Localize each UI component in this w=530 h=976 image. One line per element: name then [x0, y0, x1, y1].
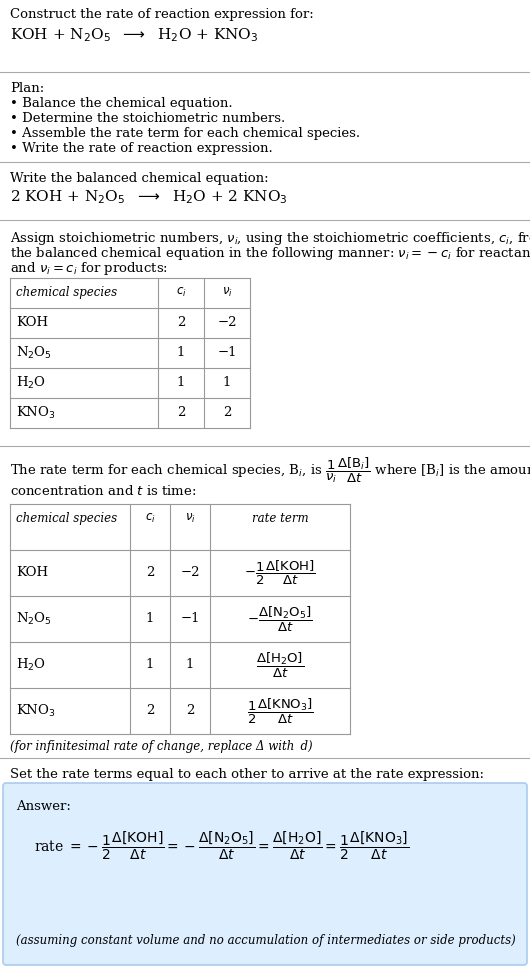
Text: 2: 2 [177, 406, 185, 420]
Text: (for infinitesimal rate of change, replace Δ with  d): (for infinitesimal rate of change, repla… [10, 740, 313, 753]
Text: H$_2$O: H$_2$O [16, 375, 46, 391]
Text: 1: 1 [223, 377, 231, 389]
Text: The rate term for each chemical species, B$_i$, is $\dfrac{1}{\nu_i}\dfrac{\Delt: The rate term for each chemical species,… [10, 456, 530, 485]
Text: 1: 1 [146, 659, 154, 671]
Text: −1: −1 [180, 613, 200, 626]
Text: • Write the rate of reaction expression.: • Write the rate of reaction expression. [10, 142, 273, 155]
Text: KOH + N$_2$O$_5$  $\longrightarrow$  H$_2$O + KNO$_3$: KOH + N$_2$O$_5$ $\longrightarrow$ H$_2$… [10, 26, 259, 44]
Text: concentration and $t$ is time:: concentration and $t$ is time: [10, 484, 197, 498]
Text: 1: 1 [146, 613, 154, 626]
Text: KOH: KOH [16, 566, 48, 580]
Text: 2 KOH + N$_2$O$_5$  $\longrightarrow$  H$_2$O + 2 KNO$_3$: 2 KOH + N$_2$O$_5$ $\longrightarrow$ H$_… [10, 188, 288, 206]
Text: H$_2$O: H$_2$O [16, 657, 46, 673]
Text: KNO$_3$: KNO$_3$ [16, 703, 56, 719]
Text: −2: −2 [180, 566, 200, 580]
Text: and $\nu_i = c_i$ for products:: and $\nu_i = c_i$ for products: [10, 260, 168, 277]
Text: chemical species: chemical species [16, 512, 117, 525]
Text: Answer:: Answer: [16, 800, 71, 813]
Text: $\dfrac{\Delta[\mathrm{H_2O}]}{\Delta t}$: $\dfrac{\Delta[\mathrm{H_2O}]}{\Delta t}… [256, 650, 304, 679]
Text: chemical species: chemical species [16, 286, 117, 299]
Text: the balanced chemical equation in the following manner: $\nu_i = -c_i$ for react: the balanced chemical equation in the fo… [10, 245, 530, 262]
Text: rate $= -\dfrac{1}{2}\dfrac{\Delta[\mathrm{KOH}]}{\Delta t} = -\dfrac{\Delta[\ma: rate $= -\dfrac{1}{2}\dfrac{\Delta[\math… [34, 830, 409, 862]
Text: N$_2$O$_5$: N$_2$O$_5$ [16, 611, 52, 627]
Text: $\nu_i$: $\nu_i$ [222, 286, 233, 299]
FancyBboxPatch shape [3, 783, 527, 965]
Text: $-\dfrac{1}{2}\dfrac{\Delta[\mathrm{KOH}]}{\Delta t}$: $-\dfrac{1}{2}\dfrac{\Delta[\mathrm{KOH}… [244, 559, 316, 587]
Text: Plan:: Plan: [10, 82, 44, 95]
Text: KOH: KOH [16, 316, 48, 330]
Text: N$_2$O$_5$: N$_2$O$_5$ [16, 345, 52, 361]
Text: • Assemble the rate term for each chemical species.: • Assemble the rate term for each chemic… [10, 127, 360, 140]
Text: $\dfrac{1}{2}\dfrac{\Delta[\mathrm{KNO_3}]}{\Delta t}$: $\dfrac{1}{2}\dfrac{\Delta[\mathrm{KNO_3… [246, 697, 313, 725]
Text: 1: 1 [177, 346, 185, 359]
Text: 2: 2 [146, 566, 154, 580]
Text: rate term: rate term [252, 512, 308, 525]
Text: • Determine the stoichiometric numbers.: • Determine the stoichiometric numbers. [10, 112, 285, 125]
Text: (assuming constant volume and no accumulation of intermediates or side products): (assuming constant volume and no accumul… [16, 934, 516, 947]
Text: $\nu_i$: $\nu_i$ [184, 512, 196, 525]
Text: Write the balanced chemical equation:: Write the balanced chemical equation: [10, 172, 269, 185]
Text: 1: 1 [177, 377, 185, 389]
Text: −1: −1 [217, 346, 237, 359]
Text: Construct the rate of reaction expression for:: Construct the rate of reaction expressio… [10, 8, 314, 21]
Text: KNO$_3$: KNO$_3$ [16, 405, 56, 421]
Text: 2: 2 [223, 406, 231, 420]
Text: Set the rate terms equal to each other to arrive at the rate expression:: Set the rate terms equal to each other t… [10, 768, 484, 781]
Text: • Balance the chemical equation.: • Balance the chemical equation. [10, 97, 233, 110]
Text: 2: 2 [177, 316, 185, 330]
Text: $c_i$: $c_i$ [175, 286, 187, 299]
Text: $-\dfrac{\Delta[\mathrm{N_2O_5}]}{\Delta t}$: $-\dfrac{\Delta[\mathrm{N_2O_5}]}{\Delta… [247, 604, 313, 633]
Text: 1: 1 [186, 659, 194, 671]
Text: Assign stoichiometric numbers, $\nu_i$, using the stoichiometric coefficients, $: Assign stoichiometric numbers, $\nu_i$, … [10, 230, 530, 247]
Text: 2: 2 [146, 705, 154, 717]
Text: $c_i$: $c_i$ [145, 512, 155, 525]
Text: 2: 2 [186, 705, 194, 717]
Text: −2: −2 [217, 316, 237, 330]
